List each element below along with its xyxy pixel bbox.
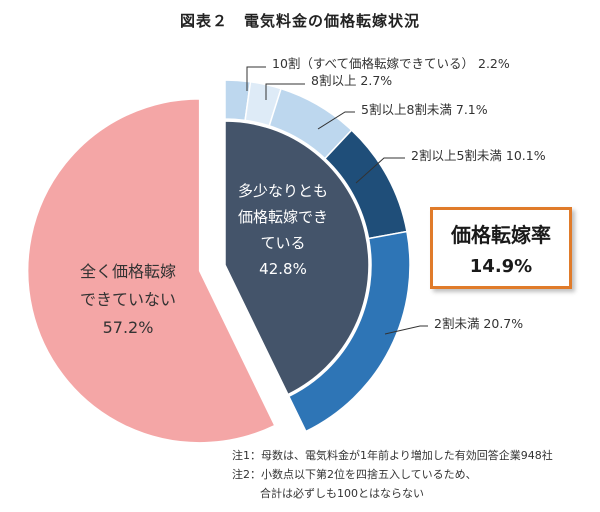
outer-leader-1 xyxy=(265,83,305,100)
price-pass-rate-box: 価格転嫁率 14.9% xyxy=(430,207,572,289)
inner-label-partial-1: 価格転嫁でき xyxy=(238,208,328,226)
outer-leader-3 xyxy=(355,157,405,184)
outer-slice-4 xyxy=(287,230,411,433)
outer-label-4: 2割未満 20.7% xyxy=(434,316,523,331)
footnotes: 注1：母数は、電気料金が1年前より増加した有効回答企業948社 注2：小数点以下… xyxy=(232,446,553,503)
inner-label-none-1: できていない xyxy=(80,290,176,309)
outer-label-2: 5割以上8割未満 7.1% xyxy=(361,102,488,117)
note-3: 合計は必ずしも100とはならない xyxy=(260,487,424,500)
inner-slice-none xyxy=(26,98,276,444)
inner-label-partial-2: ている xyxy=(260,234,305,252)
inner-value-none: 57.2% xyxy=(103,318,154,337)
outer-label-3: 2割以上5割未満 10.1% xyxy=(411,148,546,163)
outer-label-0: 10割（すべて価格転嫁できている） 2.2% xyxy=(272,56,510,71)
inner-label-partial-0: 多少なりとも xyxy=(238,182,328,200)
inner-value-partial: 42.8% xyxy=(259,260,307,278)
note-1: 注1：母数は、電気料金が1年前より増加した有効回答企業948社 xyxy=(232,449,553,462)
chart-title: 図表２ 電気料金の価格転嫁状況 xyxy=(179,12,420,30)
note-2: 注2：小数点以下第2位を四捨五入しているため、 xyxy=(232,468,477,481)
inner-label-none-0: 全く価格転嫁 xyxy=(80,262,176,281)
outer-leader-0 xyxy=(246,66,266,91)
outer-leader-4 xyxy=(384,325,428,335)
inner-slice-partial xyxy=(224,120,370,396)
rate-value: 14.9% xyxy=(469,256,533,277)
outer-label-1: 8割以上 2.7% xyxy=(311,73,392,88)
outer-leader-2 xyxy=(317,111,355,130)
rate-label: 価格転嫁率 xyxy=(451,223,551,247)
